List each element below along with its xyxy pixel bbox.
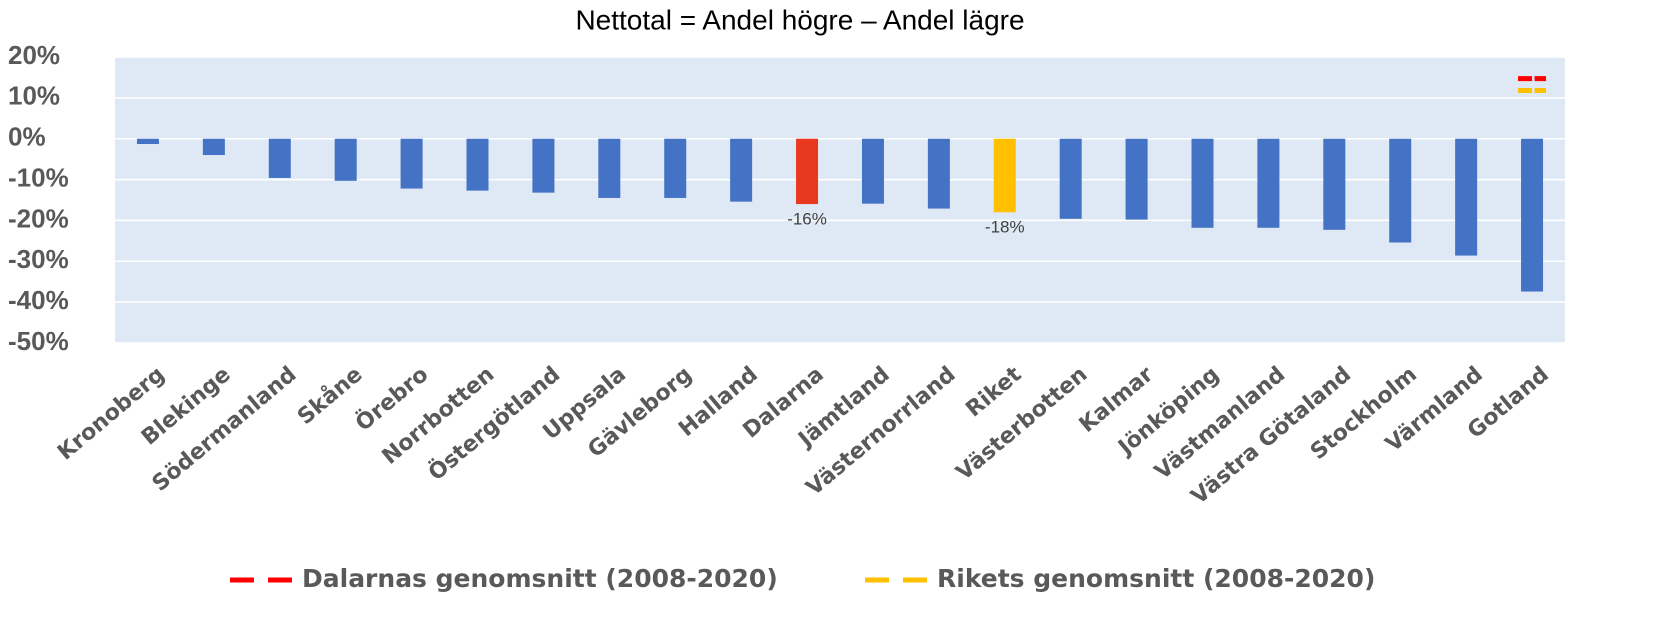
bar [1257,138,1280,228]
bar [598,138,621,198]
chart-title: Nettotal = Andel högre – Andel lägre [575,4,1024,35]
bar [1125,138,1148,220]
y-tick-label: 10% [8,81,60,111]
y-tick-label: -40% [8,285,69,315]
bar [400,138,423,189]
bar [136,138,159,145]
bar [1191,138,1214,228]
bar [268,138,291,178]
bar [664,138,687,198]
data-label: -16% [787,210,827,229]
bar [730,138,753,202]
y-tick-label: 0% [8,122,46,152]
bar [466,138,489,191]
x-tick-label: Norrbotten [378,362,500,470]
data-label: -18% [985,218,1025,237]
bar [1323,138,1346,230]
bar [927,138,950,209]
bar [1059,138,1082,219]
y-tick-label: -30% [8,244,69,274]
bar [993,138,1016,213]
plot-area [115,57,1565,343]
bar [1389,138,1412,243]
bar [334,138,357,181]
legend-label: Rikets genomsnitt (2008-2020) [937,564,1375,593]
bar [532,138,555,193]
bar [1521,138,1544,292]
y-tick-label: 20% [8,40,60,70]
legend-label: Dalarnas genomsnitt (2008-2020) [302,564,778,593]
bar [202,138,225,156]
y-tick-label: -20% [8,203,69,233]
y-tick-label: -50% [8,326,69,356]
bar [1455,138,1478,256]
y-tick-label: -10% [8,162,69,192]
bar [796,138,819,205]
bar [861,138,884,204]
